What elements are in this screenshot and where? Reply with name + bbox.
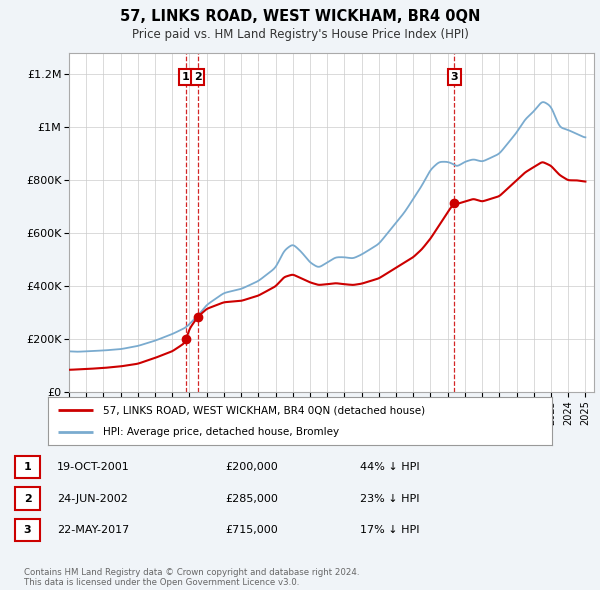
Text: 44% ↓ HPI: 44% ↓ HPI bbox=[360, 463, 419, 472]
Text: 19-OCT-2001: 19-OCT-2001 bbox=[56, 463, 130, 472]
Text: 22-MAY-2017: 22-MAY-2017 bbox=[57, 525, 129, 535]
Text: 3: 3 bbox=[451, 72, 458, 82]
Text: HPI: Average price, detached house, Bromley: HPI: Average price, detached house, Brom… bbox=[103, 427, 340, 437]
Text: £200,000: £200,000 bbox=[226, 463, 278, 472]
Text: 1: 1 bbox=[24, 463, 31, 472]
Text: 23% ↓ HPI: 23% ↓ HPI bbox=[360, 494, 419, 503]
Text: Contains HM Land Registry data © Crown copyright and database right 2024.
This d: Contains HM Land Registry data © Crown c… bbox=[24, 568, 359, 587]
Text: 1: 1 bbox=[182, 72, 190, 82]
Text: £715,000: £715,000 bbox=[226, 525, 278, 535]
Text: 57, LINKS ROAD, WEST WICKHAM, BR4 0QN: 57, LINKS ROAD, WEST WICKHAM, BR4 0QN bbox=[120, 9, 480, 24]
Text: 2: 2 bbox=[24, 494, 31, 503]
Text: 24-JUN-2002: 24-JUN-2002 bbox=[58, 494, 128, 503]
Text: 17% ↓ HPI: 17% ↓ HPI bbox=[360, 525, 419, 535]
Text: 3: 3 bbox=[24, 525, 31, 535]
Text: £285,000: £285,000 bbox=[226, 494, 278, 503]
Text: 2: 2 bbox=[194, 72, 202, 82]
Text: Price paid vs. HM Land Registry's House Price Index (HPI): Price paid vs. HM Land Registry's House … bbox=[131, 28, 469, 41]
Text: 57, LINKS ROAD, WEST WICKHAM, BR4 0QN (detached house): 57, LINKS ROAD, WEST WICKHAM, BR4 0QN (d… bbox=[103, 405, 425, 415]
